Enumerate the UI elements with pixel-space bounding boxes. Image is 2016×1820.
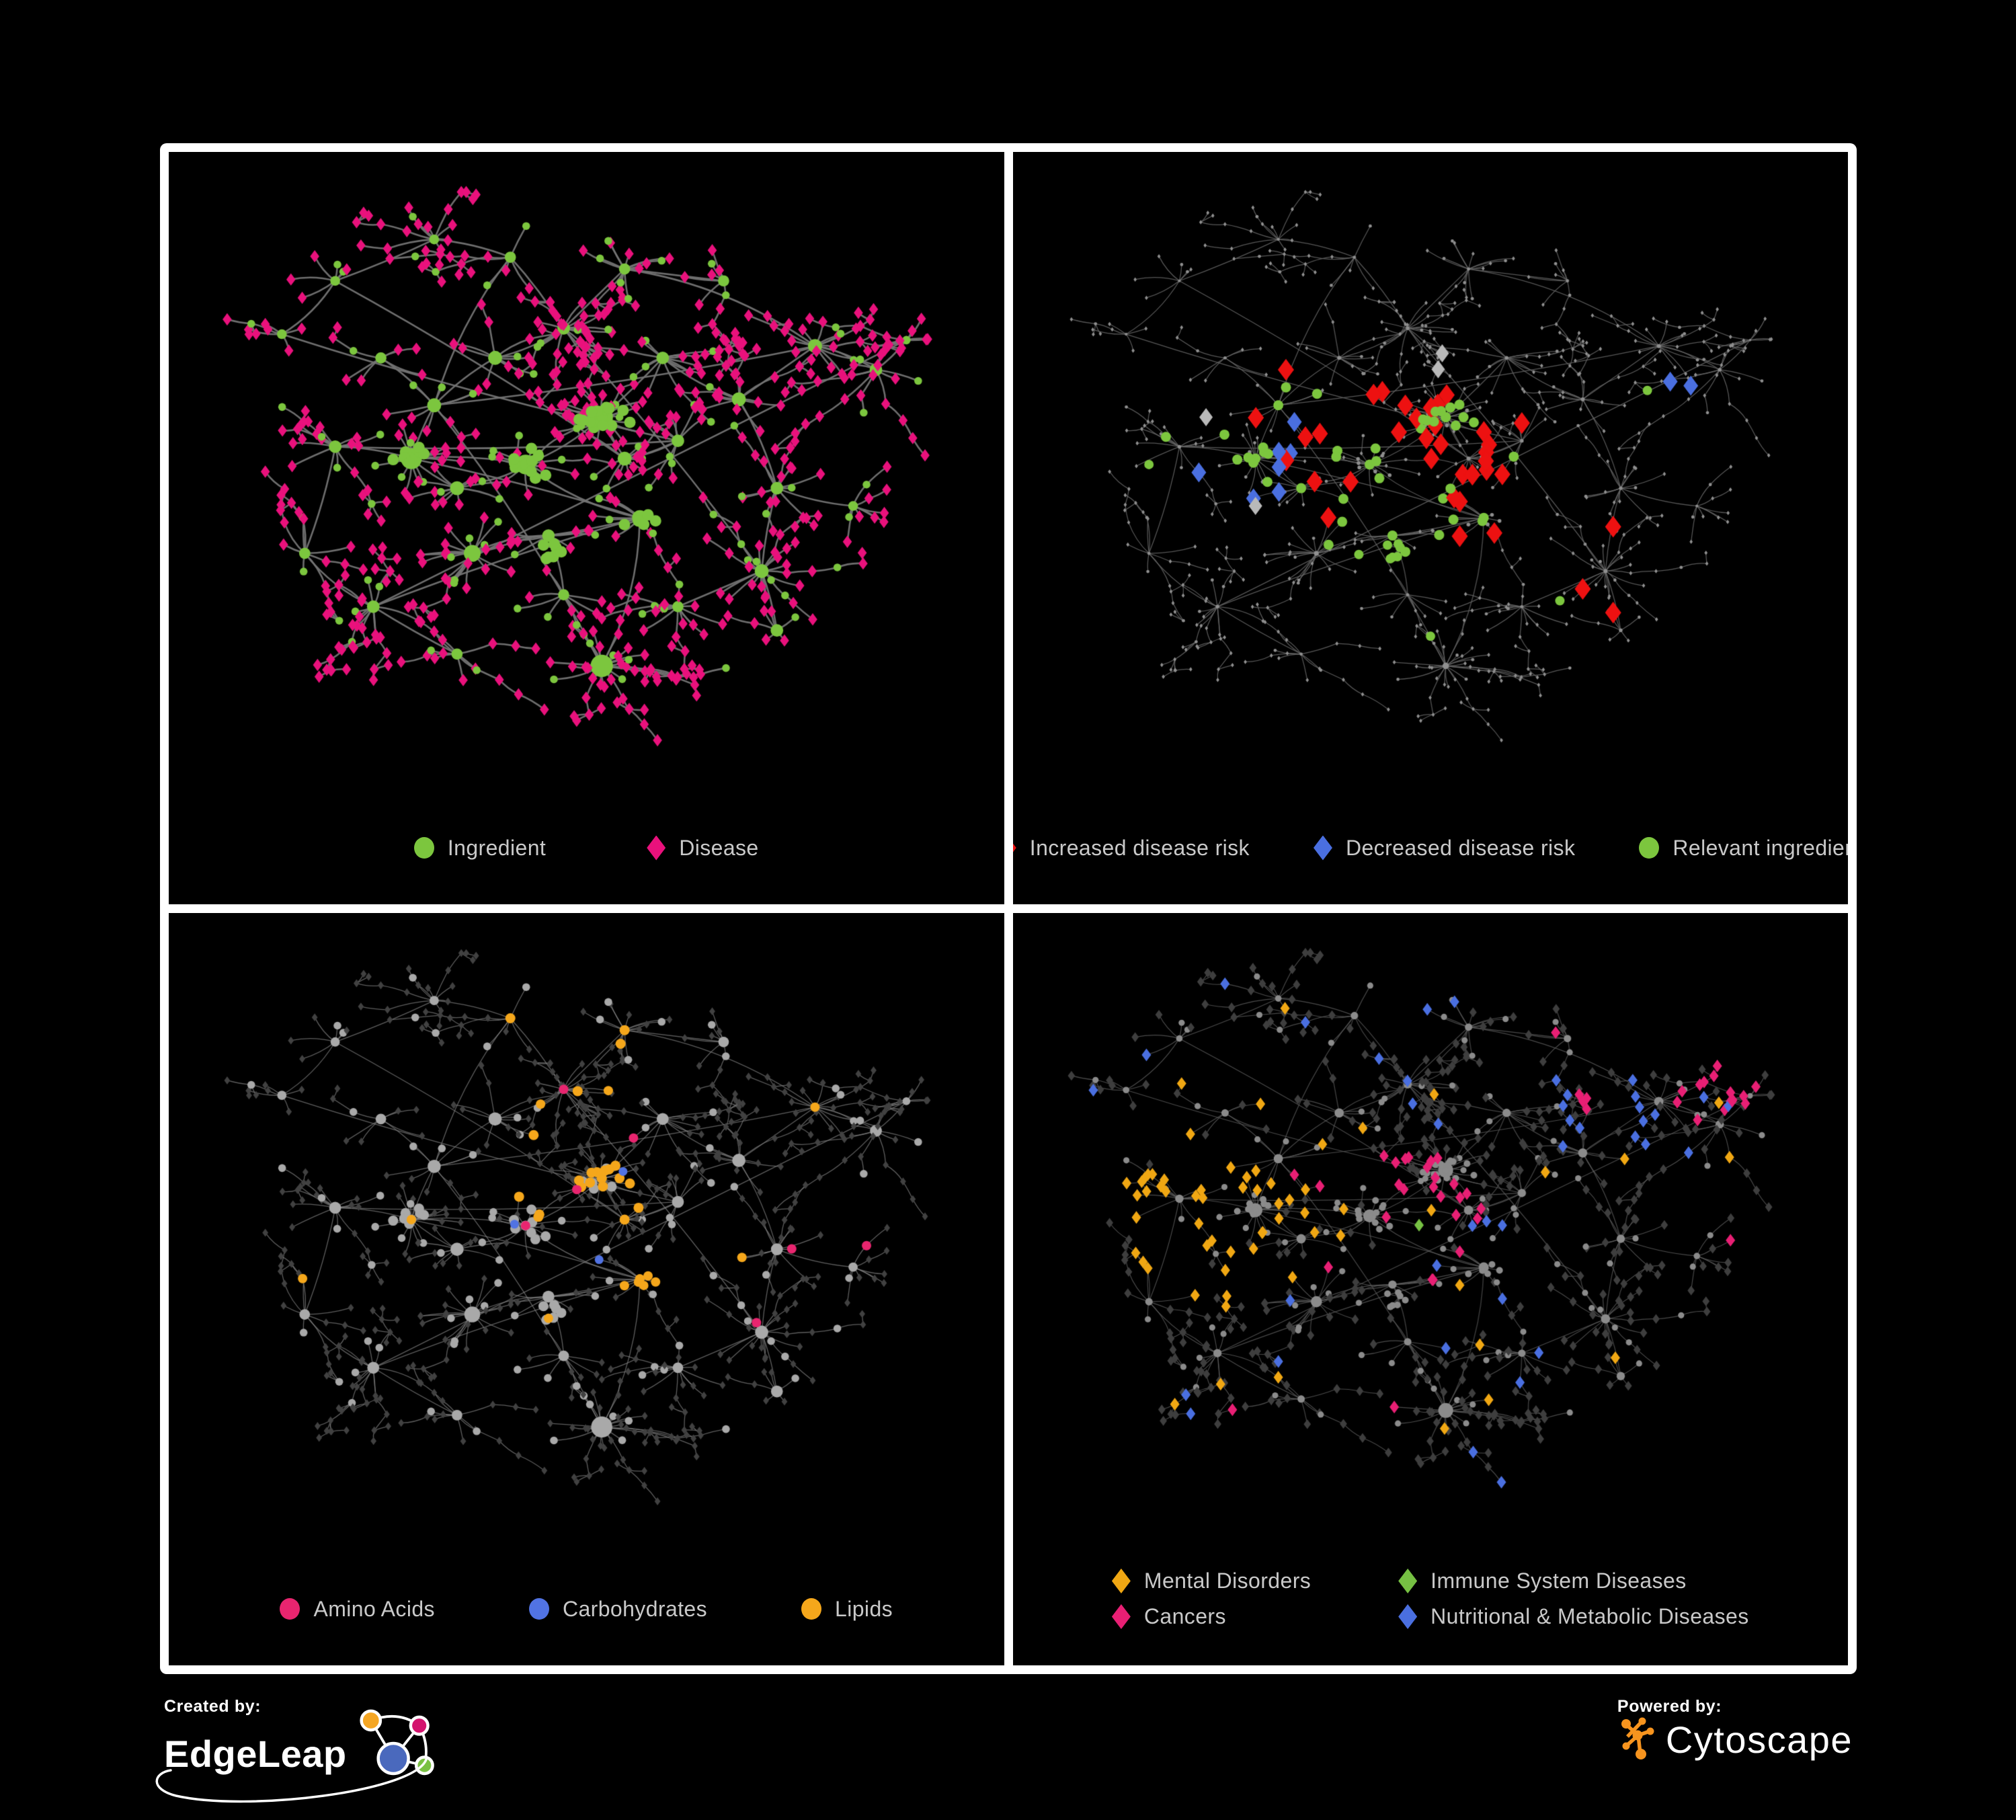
panel-grid: Ingredient Disease Increased disease risk… bbox=[160, 143, 1857, 1674]
legend-item: Mental Disorders bbox=[1111, 1569, 1312, 1593]
created-by-label: Created by: bbox=[164, 1697, 261, 1716]
circle-marker-icon bbox=[528, 1598, 549, 1620]
panel-nutrient-classes: Amino Acids Carbohydrates Lipids bbox=[169, 913, 1004, 1665]
cytoscape-icon bbox=[1621, 1717, 1654, 1759]
legend-item: Amino Acids bbox=[280, 1596, 435, 1622]
disease-risk-network-canvas bbox=[1012, 152, 1848, 801]
ingredient-disease-legend: Ingredient Disease bbox=[169, 801, 1004, 904]
legend-label: Mental Disorders bbox=[1143, 1569, 1312, 1593]
cytoscape-logo: Cytoscape bbox=[1617, 1717, 1853, 1762]
legend-label: Carbohydrates bbox=[562, 1596, 708, 1621]
disease-classes-legend: Mental Disorders Immune System Diseases Ca… bbox=[1013, 1542, 1849, 1665]
diamond-marker-icon bbox=[1111, 1604, 1131, 1629]
disease-risk-legend: Increased disease risk Decreased disease … bbox=[1012, 801, 1848, 904]
legend-label: Increased disease risk bbox=[1029, 835, 1250, 860]
legend-label: Ingredient bbox=[447, 835, 547, 860]
legend-label: Amino Acids bbox=[313, 1596, 435, 1621]
legend-label: Immune System Diseases bbox=[1430, 1569, 1687, 1593]
circle-marker-icon bbox=[413, 837, 434, 859]
cytoscape-wordmark: Cytoscape bbox=[1665, 1718, 1853, 1761]
legend-item: Decreased disease risk bbox=[1313, 835, 1576, 861]
diamond-marker-icon bbox=[1313, 835, 1332, 861]
legend-item: Disease bbox=[647, 835, 759, 861]
nutrient-classes-network bbox=[169, 913, 1004, 1562]
legend-label: Disease bbox=[679, 835, 759, 860]
diamond-marker-icon bbox=[1398, 1569, 1418, 1593]
powered-by-label: Powered by: bbox=[1617, 1697, 1722, 1716]
diamond-marker-icon bbox=[1398, 1604, 1418, 1629]
legend-item: Relevant ingredient bbox=[1639, 836, 1848, 861]
panel-ingredient-disease: Ingredient Disease bbox=[169, 152, 1004, 904]
circle-marker-icon bbox=[1639, 837, 1660, 859]
legend-item: Cancers bbox=[1111, 1604, 1311, 1629]
diamond-marker-icon bbox=[1012, 835, 1016, 861]
edgeleap-wordmark: EdgeLeap bbox=[164, 1733, 347, 1776]
disease-classes-network-canvas bbox=[1012, 913, 1848, 1542]
footer: Created by: EdgeLeap bbox=[155, 1697, 1857, 1811]
legend-item: Increased disease risk bbox=[1012, 835, 1250, 861]
legend-item: Lipids bbox=[801, 1597, 893, 1622]
panel-disease-classes: Mental Disorders Immune System Diseases Ca… bbox=[1012, 913, 1849, 1665]
edgeleap-credit: Created by: EdgeLeap bbox=[155, 1697, 448, 1803]
legend-label: Nutritional & Metabolic Diseases bbox=[1430, 1604, 1749, 1628]
diamond-marker-icon bbox=[1111, 1569, 1131, 1593]
legend-item: Nutritional & Metabolic Diseases bbox=[1398, 1604, 1748, 1629]
edgeleap-network-icon bbox=[360, 1709, 434, 1776]
edgeleap-logo: EdgeLeap bbox=[155, 1709, 444, 1803]
nutrient-classes-legend: Amino Acids Carbohydrates Lipids bbox=[169, 1562, 1004, 1665]
legend-label: Decreased disease risk bbox=[1345, 835, 1576, 860]
nutrient-classes-network-canvas bbox=[169, 913, 1004, 1562]
diamond-marker-icon bbox=[647, 835, 666, 861]
legend-label: Relevant ingredient bbox=[1672, 835, 1848, 860]
circle-marker-icon bbox=[801, 1598, 822, 1620]
legend-item: Immune System Diseases bbox=[1398, 1569, 1748, 1593]
disease-risk-network bbox=[1012, 152, 1848, 801]
ingredient-disease-network-canvas bbox=[169, 152, 1004, 801]
legend-label: Lipids bbox=[835, 1596, 893, 1621]
disease-classes-network bbox=[1012, 913, 1848, 1542]
legend-item: Ingredient bbox=[413, 835, 547, 861]
circle-marker-icon bbox=[280, 1598, 300, 1620]
panel-disease-risk: Increased disease risk Decreased disease … bbox=[1012, 152, 1848, 904]
ingredient-disease-network bbox=[169, 152, 1004, 801]
legend-label: Cancers bbox=[1143, 1604, 1226, 1628]
cytoscape-credit: Powered by: bbox=[1613, 1697, 1857, 1762]
legend-item: Carbohydrates bbox=[528, 1596, 708, 1622]
